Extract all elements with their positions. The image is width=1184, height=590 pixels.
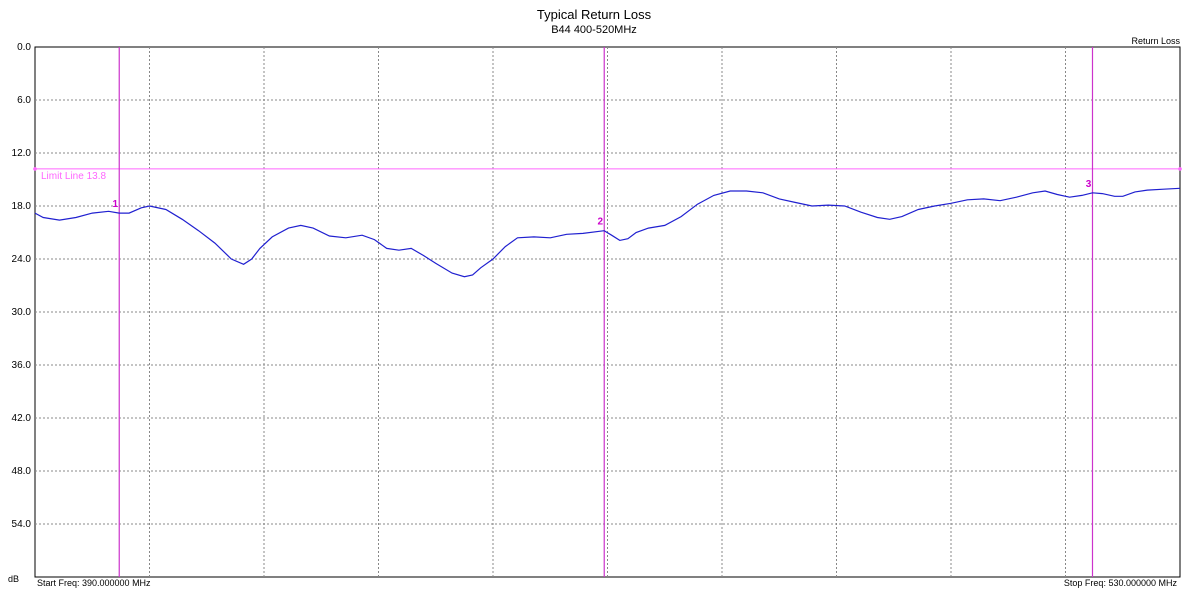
grid-lines xyxy=(35,47,1180,577)
chart-subtitle: B44 400-520MHz xyxy=(551,24,637,36)
y-tick-label: 30.0 xyxy=(12,307,32,318)
y-tick-label: 36.0 xyxy=(12,360,32,371)
return-loss-trace xyxy=(34,187,1181,278)
marker-label: 1 xyxy=(112,199,118,210)
y-tick-label: 54.0 xyxy=(12,519,32,530)
markers-group: 1 2 3 xyxy=(112,47,1094,577)
start-freq-label: Start Freq: 390.000000 MHz xyxy=(37,578,151,588)
marker-label: 3 xyxy=(1086,179,1092,190)
limit-line-start-dot xyxy=(33,167,37,171)
limit-line-end-dot xyxy=(1178,167,1182,171)
y-axis-ticks: 0.0 6.0 12.0 18.0 24.0 30.0 36.0 42.0 48.0 54.0 xyxy=(12,42,32,530)
stop-freq-label: Stop Freq: 530.000000 MHz xyxy=(1064,578,1178,588)
limit-line-label: Limit Line 13.8 xyxy=(41,171,106,182)
y-axis-unit: dB xyxy=(8,574,19,584)
series-label: Return Loss xyxy=(1131,36,1180,46)
y-tick-label: 48.0 xyxy=(12,466,32,477)
y-tick-label: 24.0 xyxy=(12,254,32,265)
y-tick-label: 18.0 xyxy=(12,201,32,212)
y-tick-label: 42.0 xyxy=(12,413,32,424)
y-tick-label: 6.0 xyxy=(17,95,31,106)
chart-title: Typical Return Loss xyxy=(537,7,652,22)
limit-line-group: Limit Line 13.8 xyxy=(33,167,1182,182)
marker-label: 2 xyxy=(597,217,603,228)
y-tick-label: 0.0 xyxy=(17,42,31,53)
y-tick-label: 12.0 xyxy=(12,148,32,159)
